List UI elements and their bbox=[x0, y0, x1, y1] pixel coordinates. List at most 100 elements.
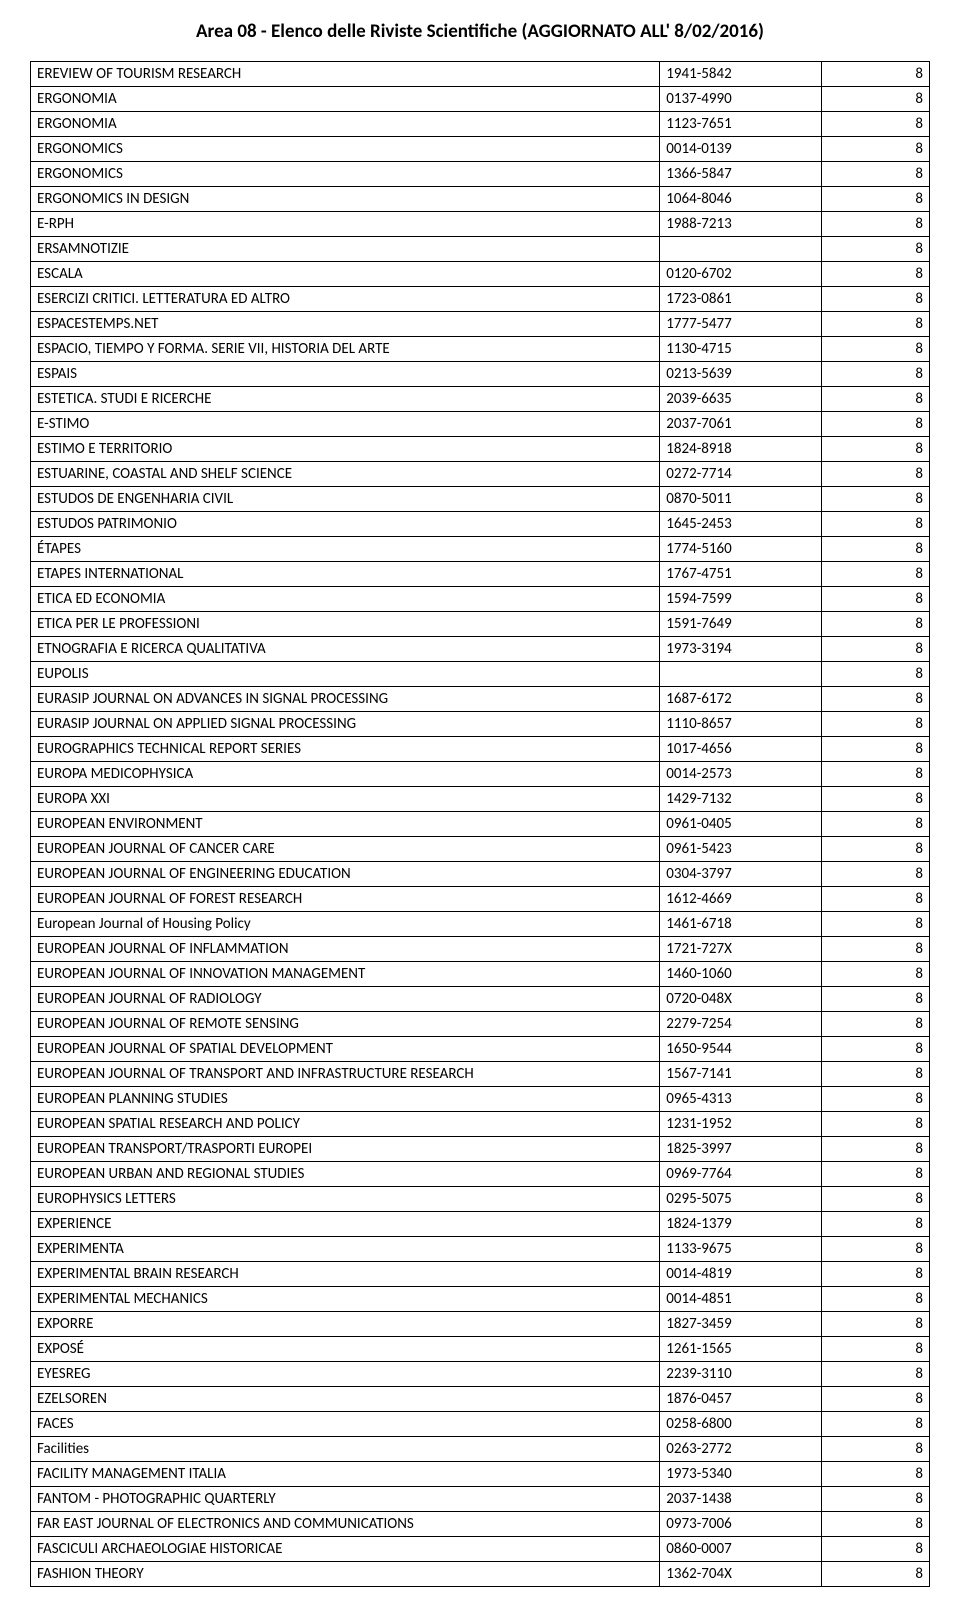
journal-name: ETAPES INTERNATIONAL bbox=[31, 562, 660, 587]
journal-name: EYESREG bbox=[31, 1362, 660, 1387]
journal-code: 1774-5160 bbox=[660, 537, 822, 562]
journal-name: EURASIP JOURNAL ON ADVANCES IN SIGNAL PR… bbox=[31, 687, 660, 712]
table-row: EUROPEAN TRANSPORT/TRASPORTI EUROPEI1825… bbox=[31, 1137, 930, 1162]
journal-code: 0120-6702 bbox=[660, 262, 822, 287]
journal-code: 1231-1952 bbox=[660, 1112, 822, 1137]
journal-area: 8 bbox=[822, 1512, 930, 1537]
journal-area: 8 bbox=[822, 262, 930, 287]
table-row: ESTUDOS DE ENGENHARIA CIVIL0870-50118 bbox=[31, 487, 930, 512]
journal-name: ERGONOMICS bbox=[31, 162, 660, 187]
journal-name: EUROPEAN JOURNAL OF CANCER CARE bbox=[31, 837, 660, 862]
journal-area: 8 bbox=[822, 562, 930, 587]
journal-area: 8 bbox=[822, 112, 930, 137]
journal-area: 8 bbox=[822, 712, 930, 737]
journal-area: 8 bbox=[822, 1412, 930, 1437]
table-row: EURASIP JOURNAL ON ADVANCES IN SIGNAL PR… bbox=[31, 687, 930, 712]
journal-code: 0272-7714 bbox=[660, 462, 822, 487]
journal-code: 1612-4669 bbox=[660, 887, 822, 912]
journal-area: 8 bbox=[822, 137, 930, 162]
journal-area: 8 bbox=[822, 362, 930, 387]
journal-code: 0263-2772 bbox=[660, 1437, 822, 1462]
journal-code: 1591-7649 bbox=[660, 612, 822, 637]
table-row: ETNOGRAFIA E RICERCA QUALITATIVA1973-319… bbox=[31, 637, 930, 662]
journal-name: ESPACESTEMPS.NET bbox=[31, 312, 660, 337]
journal-code: 0295-5075 bbox=[660, 1187, 822, 1212]
journal-area: 8 bbox=[822, 1162, 930, 1187]
journal-name: ESTETICA. STUDI E RICERCHE bbox=[31, 387, 660, 412]
journal-name: EUPOLIS bbox=[31, 662, 660, 687]
journal-area: 8 bbox=[822, 1037, 930, 1062]
journal-code: 1460-1060 bbox=[660, 962, 822, 987]
journal-code: 1876-0457 bbox=[660, 1387, 822, 1412]
journal-area: 8 bbox=[822, 1287, 930, 1312]
table-row: EUROPEAN JOURNAL OF ENGINEERING EDUCATIO… bbox=[31, 862, 930, 887]
journal-area: 8 bbox=[822, 1012, 930, 1037]
journal-name: ETICA ED ECONOMIA bbox=[31, 587, 660, 612]
journal-code: 1650-9544 bbox=[660, 1037, 822, 1062]
journal-code: 1721-727X bbox=[660, 937, 822, 962]
table-row: ERGONOMIA0137-49908 bbox=[31, 87, 930, 112]
journal-name: EXPERIMENTA bbox=[31, 1237, 660, 1262]
table-row: EUROPEAN JOURNAL OF SPATIAL DEVELOPMENT1… bbox=[31, 1037, 930, 1062]
journal-name: ERSAMNOTIZIE bbox=[31, 237, 660, 262]
journal-area: 8 bbox=[822, 1187, 930, 1212]
journal-name: E-STIMO bbox=[31, 412, 660, 437]
journal-name: ESTUARINE, COASTAL AND SHELF SCIENCE bbox=[31, 462, 660, 487]
journal-code: 1941-5842 bbox=[660, 62, 822, 87]
journal-area: 8 bbox=[822, 1437, 930, 1462]
table-row: EUROPEAN PLANNING STUDIES0965-43138 bbox=[31, 1087, 930, 1112]
journal-code: 1824-1379 bbox=[660, 1212, 822, 1237]
table-row: EUROPA MEDICOPHYSICA0014-25738 bbox=[31, 762, 930, 787]
table-row: EXPERIENCE1824-13798 bbox=[31, 1212, 930, 1237]
table-row: EUROPA XXI1429-71328 bbox=[31, 787, 930, 812]
journal-code: 1827-3459 bbox=[660, 1312, 822, 1337]
journal-name: FANTOM - PHOTOGRAPHIC QUARTERLY bbox=[31, 1487, 660, 1512]
journal-name: ESTUDOS PATRIMONIO bbox=[31, 512, 660, 537]
journal-area: 8 bbox=[822, 1237, 930, 1262]
journal-code: 1429-7132 bbox=[660, 787, 822, 812]
table-row: EZELSOREN1876-04578 bbox=[31, 1387, 930, 1412]
journal-code: 1645-2453 bbox=[660, 512, 822, 537]
journal-code: 0965-4313 bbox=[660, 1087, 822, 1112]
table-row: EXPERIMENTAL BRAIN RESEARCH0014-48198 bbox=[31, 1262, 930, 1287]
journal-code: 1064-8046 bbox=[660, 187, 822, 212]
journal-area: 8 bbox=[822, 637, 930, 662]
table-row: EUROPEAN SPATIAL RESEARCH AND POLICY1231… bbox=[31, 1112, 930, 1137]
journal-code: 1123-7651 bbox=[660, 112, 822, 137]
table-row: E-STIMO2037-70618 bbox=[31, 412, 930, 437]
journal-area: 8 bbox=[822, 1562, 930, 1587]
table-row: EUROPHYSICS LETTERS0295-50758 bbox=[31, 1187, 930, 1212]
table-row: EXPOSÉ1261-15658 bbox=[31, 1337, 930, 1362]
journal-area: 8 bbox=[822, 1537, 930, 1562]
journal-area: 8 bbox=[822, 1312, 930, 1337]
table-row: ETAPES INTERNATIONAL1767-47518 bbox=[31, 562, 930, 587]
journal-code: 2037-7061 bbox=[660, 412, 822, 437]
journal-area: 8 bbox=[822, 887, 930, 912]
table-row: EXPERIMENTAL MECHANICS0014-48518 bbox=[31, 1287, 930, 1312]
table-row: EUROPEAN JOURNAL OF CANCER CARE0961-5423… bbox=[31, 837, 930, 862]
journal-name: ESPACIO, TIEMPO Y FORMA. SERIE VII, HIST… bbox=[31, 337, 660, 362]
journal-name: FACES bbox=[31, 1412, 660, 1437]
journal-code: 1461-6718 bbox=[660, 912, 822, 937]
table-row: FASCICULI ARCHAEOLOGIAE HISTORICAE0860-0… bbox=[31, 1537, 930, 1562]
journal-name: EUROPEAN JOURNAL OF RADIOLOGY bbox=[31, 987, 660, 1012]
journal-code: 0304-3797 bbox=[660, 862, 822, 887]
journal-area: 8 bbox=[822, 1462, 930, 1487]
journal-area: 8 bbox=[822, 287, 930, 312]
table-row: ESTUARINE, COASTAL AND SHELF SCIENCE0272… bbox=[31, 462, 930, 487]
journal-code: 0973-7006 bbox=[660, 1512, 822, 1537]
journal-name: EUROPEAN JOURNAL OF TRANSPORT AND INFRAS… bbox=[31, 1062, 660, 1087]
journal-area: 8 bbox=[822, 762, 930, 787]
journal-code: 0014-4819 bbox=[660, 1262, 822, 1287]
journal-area: 8 bbox=[822, 237, 930, 262]
journal-area: 8 bbox=[822, 1062, 930, 1087]
table-row: EUROPEAN ENVIRONMENT0961-04058 bbox=[31, 812, 930, 837]
journal-name: ETICA PER LE PROFESSIONI bbox=[31, 612, 660, 637]
journal-name: ETNOGRAFIA E RICERCA QUALITATIVA bbox=[31, 637, 660, 662]
journal-name: EUROPEAN URBAN AND REGIONAL STUDIES bbox=[31, 1162, 660, 1187]
journal-code: 0137-4990 bbox=[660, 87, 822, 112]
journal-code: 0961-5423 bbox=[660, 837, 822, 862]
journal-area: 8 bbox=[822, 1087, 930, 1112]
journal-name: ESTIMO E TERRITORIO bbox=[31, 437, 660, 462]
table-row: ERGONOMIA1123-76518 bbox=[31, 112, 930, 137]
